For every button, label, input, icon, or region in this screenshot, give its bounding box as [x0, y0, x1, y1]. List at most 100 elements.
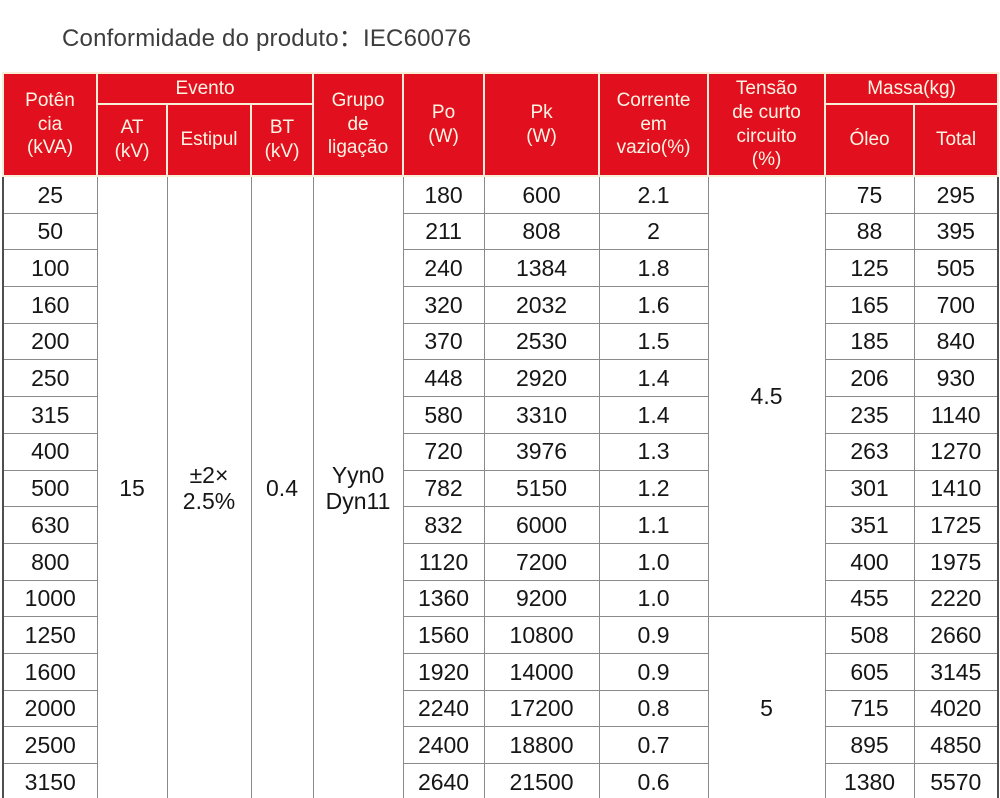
cell-po: 448: [402, 359, 485, 398]
cell-po: 320: [402, 286, 485, 324]
table-row: 1250 1560 10800 0.9 5 508 2660: [2, 616, 999, 798]
cell-corrente: 1.3: [598, 432, 709, 471]
cell-pk: 1384: [483, 249, 600, 288]
cell-total: 3145: [913, 652, 999, 691]
cell-bt-merged: 0.4: [250, 175, 314, 798]
cell-pk: 21500: [483, 762, 600, 798]
cell-kva: 400: [2, 432, 98, 471]
cell-oleo: 301: [824, 469, 915, 508]
cell-total: 2660: [913, 616, 999, 654]
cell-tensao-merged: 5: [707, 616, 826, 798]
table-row: 25 15 ±2× 2.5% 0.4 Yyn0 Dyn11 180 600 2.1 4.5 75 2…: [2, 175, 999, 798]
cell-pk: 17200: [483, 689, 600, 728]
cell-pk: 14000: [483, 652, 600, 691]
header-pk: Pk (W): [483, 72, 601, 177]
cell-total: 700: [913, 286, 999, 324]
cell-po: 211: [402, 212, 485, 251]
cell-kva: 2000: [2, 689, 98, 728]
header-bt: BT (kV): [249, 103, 315, 177]
cell-kva: 2500: [2, 726, 98, 764]
table-body: 25 15 ±2× 2.5% 0.4 Yyn0 Dyn11 180 600 2.1 4.5 75 2…: [2, 175, 999, 798]
cell-corrente: 1.4: [598, 396, 709, 434]
cell-oleo: 351: [824, 506, 915, 544]
cell-kva: 3150: [2, 762, 98, 798]
cell-oleo: 263: [824, 432, 915, 471]
table-row: 1000 1360 9200 1.0 455 2220: [2, 579, 999, 618]
cell-total: 1410: [913, 469, 999, 508]
table-row: 630 832 6000 1.1 351 1725: [2, 506, 999, 544]
cell-corrente: 1.0: [598, 542, 709, 581]
table-row: 160 320 2032 1.6 165 700: [2, 286, 999, 324]
cell-corrente: 0.9: [598, 616, 709, 654]
cell-pk: 600: [483, 175, 600, 214]
header-grupo-ligacao: Grupo de ligação: [312, 72, 405, 177]
cell-oleo: 165: [824, 286, 915, 324]
cell-po: 180: [402, 175, 485, 214]
cell-pk: 808: [483, 212, 600, 251]
cell-total: 1140: [913, 396, 999, 434]
cell-pk: 2032: [483, 286, 600, 324]
cell-total: 395: [913, 212, 999, 251]
table-row: 400 720 3976 1.3 263 1270: [2, 432, 999, 471]
cell-oleo: 1380: [824, 762, 915, 798]
cell-corrente: 0.9: [598, 652, 709, 691]
cell-total: 1725: [913, 506, 999, 544]
table-row: 2500 2400 18800 0.7 895 4850: [2, 726, 999, 764]
cell-kva: 160: [2, 286, 98, 324]
cell-po: 240: [402, 249, 485, 288]
cell-oleo: 185: [824, 322, 915, 361]
cell-at-merged: 15: [96, 175, 168, 798]
table-row: 500 782 5150 1.2 301 1410: [2, 469, 999, 508]
cell-po: 1560: [402, 616, 485, 654]
table-row: 2000 2240 17200 0.8 715 4020: [2, 689, 999, 728]
cell-kva: 800: [2, 542, 98, 581]
cell-pk: 9200: [483, 579, 600, 618]
cell-total: 4020: [913, 689, 999, 728]
cell-corrente: 1.1: [598, 506, 709, 544]
cell-pk: 2530: [483, 322, 600, 361]
cell-kva: 1250: [2, 616, 98, 654]
cell-kva: 1000: [2, 579, 98, 618]
cell-kva: 50: [2, 212, 98, 251]
cell-kva: 100: [2, 249, 98, 288]
cell-corrente: 1.4: [598, 359, 709, 398]
cell-corrente: 1.6: [598, 286, 709, 324]
cell-oleo: 455: [824, 579, 915, 618]
cell-oleo: 508: [824, 616, 915, 654]
cell-pk: 6000: [483, 506, 600, 544]
cell-total: 840: [913, 322, 999, 361]
cell-po: 1360: [402, 579, 485, 618]
cell-po: 580: [402, 396, 485, 434]
cell-total: 5570: [913, 762, 999, 798]
cell-corrente: 1.8: [598, 249, 709, 288]
cell-oleo: 125: [824, 249, 915, 288]
cell-pk: 5150: [483, 469, 600, 508]
cell-total: 2220: [913, 579, 999, 618]
table-row: 315 580 3310 1.4 235 1140: [2, 396, 999, 434]
header-corrente: Corrente em vazio(%): [598, 72, 710, 177]
cell-oleo: 715: [824, 689, 915, 728]
cell-po: 2640: [402, 762, 485, 798]
cell-kva: 630: [2, 506, 98, 544]
cell-total: 295: [913, 175, 999, 214]
table-row: 200 370 2530 1.5 185 840: [2, 322, 999, 361]
cell-kva: 25: [2, 175, 98, 214]
cell-po: 832: [402, 506, 485, 544]
cell-corrente: 2.1: [598, 175, 709, 214]
cell-po: 782: [402, 469, 485, 508]
cell-kva: 200: [2, 322, 98, 361]
table-row: 1600 1920 14000 0.9 605 3145: [2, 652, 999, 691]
table-row: 250 448 2920 1.4 206 930: [2, 359, 999, 398]
header-potencia: Potên cia (kVA): [2, 72, 98, 177]
cell-oleo: 235: [824, 396, 915, 434]
cell-po: 2400: [402, 726, 485, 764]
cell-total: 1975: [913, 542, 999, 581]
cell-total: 1270: [913, 432, 999, 471]
page-title: Conformidade do produto：IEC60076: [62, 25, 472, 52]
table-row: 50 211 808 2 88 395: [2, 212, 999, 251]
header-tensao: Tensão de curto circuito (%): [707, 72, 827, 177]
cell-oleo: 75: [824, 175, 915, 214]
cell-corrente: 1.0: [598, 579, 709, 618]
cell-po: 2240: [402, 689, 485, 728]
cell-oleo: 400: [824, 542, 915, 581]
